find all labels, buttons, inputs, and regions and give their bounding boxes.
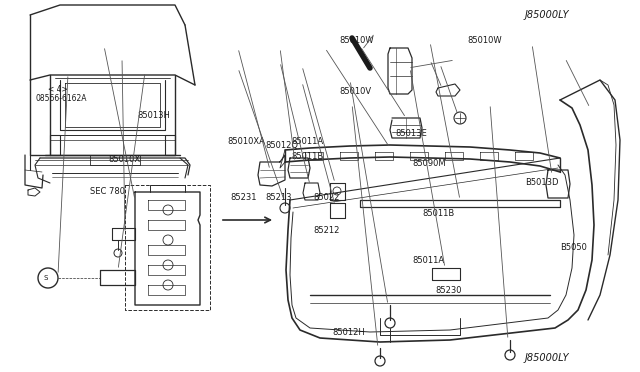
Text: 85012Q: 85012Q bbox=[266, 141, 299, 150]
Text: 85011B: 85011B bbox=[291, 152, 323, 161]
Text: 85022: 85022 bbox=[314, 193, 340, 202]
Text: SEC 780: SEC 780 bbox=[90, 187, 125, 196]
Text: J85000LY: J85000LY bbox=[525, 353, 570, 363]
Text: 85010V: 85010V bbox=[339, 87, 371, 96]
Text: 85011A: 85011A bbox=[413, 256, 445, 265]
Text: 85090M: 85090M bbox=[413, 159, 447, 168]
Text: 85212: 85212 bbox=[314, 226, 340, 235]
Text: 85013E: 85013E bbox=[396, 129, 428, 138]
Text: 85213: 85213 bbox=[266, 193, 292, 202]
Text: 85010X: 85010X bbox=[109, 155, 141, 164]
Text: J85000LY: J85000LY bbox=[525, 10, 570, 20]
Text: 85230: 85230 bbox=[435, 286, 461, 295]
Text: S: S bbox=[44, 275, 49, 281]
Text: 85010W: 85010W bbox=[339, 36, 374, 45]
Text: 85012H: 85012H bbox=[333, 328, 365, 337]
Text: 85010XA: 85010XA bbox=[227, 137, 265, 146]
Text: B5013D: B5013D bbox=[525, 178, 558, 187]
Text: 85010W: 85010W bbox=[467, 36, 502, 45]
Text: 85013H: 85013H bbox=[138, 111, 170, 120]
Text: 85231: 85231 bbox=[230, 193, 257, 202]
Text: < 4>: < 4> bbox=[48, 85, 68, 94]
Text: 08566-6162A: 08566-6162A bbox=[35, 94, 86, 103]
Text: 85011B: 85011B bbox=[422, 209, 454, 218]
Text: B5050: B5050 bbox=[560, 243, 587, 252]
Text: 85011A: 85011A bbox=[291, 137, 323, 146]
